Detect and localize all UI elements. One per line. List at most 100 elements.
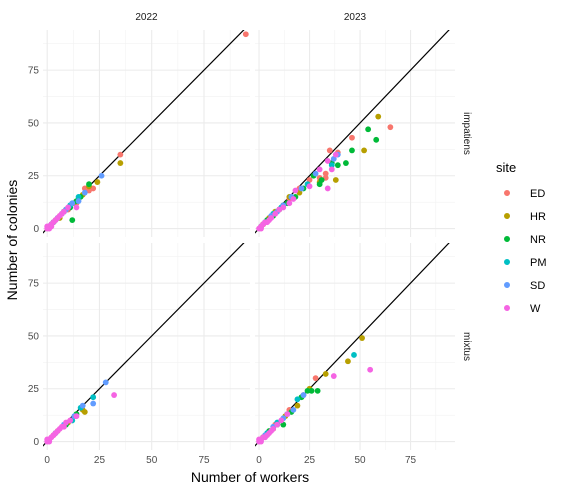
legend: site EDHRNRPMSDW — [496, 160, 547, 315]
data-point — [274, 422, 280, 428]
data-point — [94, 179, 100, 185]
data-point — [323, 371, 329, 377]
data-point — [276, 207, 282, 213]
legend-entry-HR: HR — [504, 211, 546, 223]
data-point — [74, 413, 80, 419]
data-point — [317, 167, 323, 173]
facet-row-label: mixtus — [461, 332, 472, 361]
axis-ticks: 0 25 50 75 0 25 50 75 0 25 50 75 0 25 50 75 — [28, 66, 417, 466]
facet-column-label: 2023 — [344, 12, 367, 23]
data-point — [333, 177, 339, 183]
data-point — [243, 31, 249, 37]
y-tick-label: 75 — [28, 279, 40, 290]
y-tick-label: 25 — [28, 384, 40, 395]
legend-entry-PM: PM — [504, 257, 547, 269]
data-point — [74, 205, 80, 211]
legend-key — [504, 305, 510, 311]
legend-key — [504, 213, 510, 219]
legend-label: PM — [530, 257, 547, 269]
legend-key — [504, 282, 510, 288]
panel-2023-mixtus — [251, 237, 455, 450]
y-tick-label: 0 — [33, 224, 39, 235]
legend-label: ED — [530, 188, 545, 200]
series-W — [256, 152, 339, 232]
data-point — [335, 162, 341, 168]
data-point — [373, 137, 379, 143]
data-point — [82, 190, 88, 196]
data-point — [345, 358, 351, 364]
legend-entry-ED: ED — [504, 188, 545, 200]
data-point — [290, 407, 296, 413]
panel-2022-mixtus — [39, 237, 250, 450]
panels — [39, 24, 455, 450]
data-point — [315, 388, 321, 394]
data-point — [80, 403, 86, 409]
legend-label: NR — [530, 234, 546, 246]
legend-entry-SD: SD — [504, 280, 545, 292]
data-point — [295, 396, 301, 402]
data-point — [305, 388, 311, 394]
data-point — [258, 226, 264, 232]
data-point — [117, 152, 123, 158]
data-point — [286, 200, 292, 206]
data-point — [333, 152, 339, 158]
data-point — [111, 392, 117, 398]
data-point — [307, 183, 313, 189]
facet-column-label: 2022 — [135, 12, 158, 23]
data-point — [325, 158, 331, 164]
legend-entry-NR: NR — [504, 234, 546, 246]
data-point — [293, 188, 299, 194]
y-tick-label: 50 — [28, 331, 40, 342]
data-point — [290, 196, 296, 202]
data-point — [295, 403, 301, 409]
data-point — [90, 401, 96, 407]
x-axis-title: Number of workers — [191, 469, 309, 485]
panel-2023-impatiens — [251, 24, 455, 237]
data-point — [272, 211, 278, 217]
data-point — [327, 147, 333, 153]
data-point — [313, 171, 319, 177]
data-point — [117, 160, 123, 166]
data-point — [278, 418, 284, 424]
x-tick-label: 25 — [94, 455, 106, 466]
y-tick-label: 25 — [28, 171, 40, 182]
data-point — [284, 411, 290, 417]
panel-2022-impatiens — [39, 24, 250, 237]
data-point — [349, 147, 355, 153]
x-tick-label: 50 — [354, 455, 366, 466]
data-point — [299, 186, 305, 192]
data-point — [103, 380, 109, 386]
data-point — [86, 181, 92, 187]
data-point — [69, 217, 75, 223]
x-tick-label: 50 — [146, 455, 158, 466]
data-point — [76, 198, 82, 204]
data-point — [351, 352, 357, 358]
y-axis-title: Number of colonies — [4, 180, 20, 301]
data-point — [361, 147, 367, 153]
data-point — [301, 392, 307, 398]
data-point — [99, 173, 105, 179]
legend-key — [504, 259, 510, 265]
data-point — [329, 167, 335, 173]
data-point — [331, 373, 337, 379]
legend-key — [504, 190, 510, 196]
x-tick-label: 0 — [256, 455, 262, 466]
data-point — [343, 160, 349, 166]
y-tick-label: 0 — [33, 437, 39, 448]
legend-key — [504, 236, 510, 242]
x-tick-label: 75 — [405, 455, 417, 466]
data-point — [367, 367, 373, 373]
data-point — [349, 135, 355, 141]
data-point — [48, 224, 54, 230]
data-point — [256, 437, 262, 443]
data-point — [44, 437, 50, 443]
data-point — [317, 181, 323, 187]
data-point — [387, 124, 393, 130]
data-point — [325, 186, 331, 192]
legend-label: SD — [530, 280, 545, 292]
y-tick-label: 50 — [28, 118, 40, 129]
x-tick-label: 25 — [304, 455, 316, 466]
legend-label: HR — [530, 211, 546, 223]
data-point — [69, 200, 75, 206]
